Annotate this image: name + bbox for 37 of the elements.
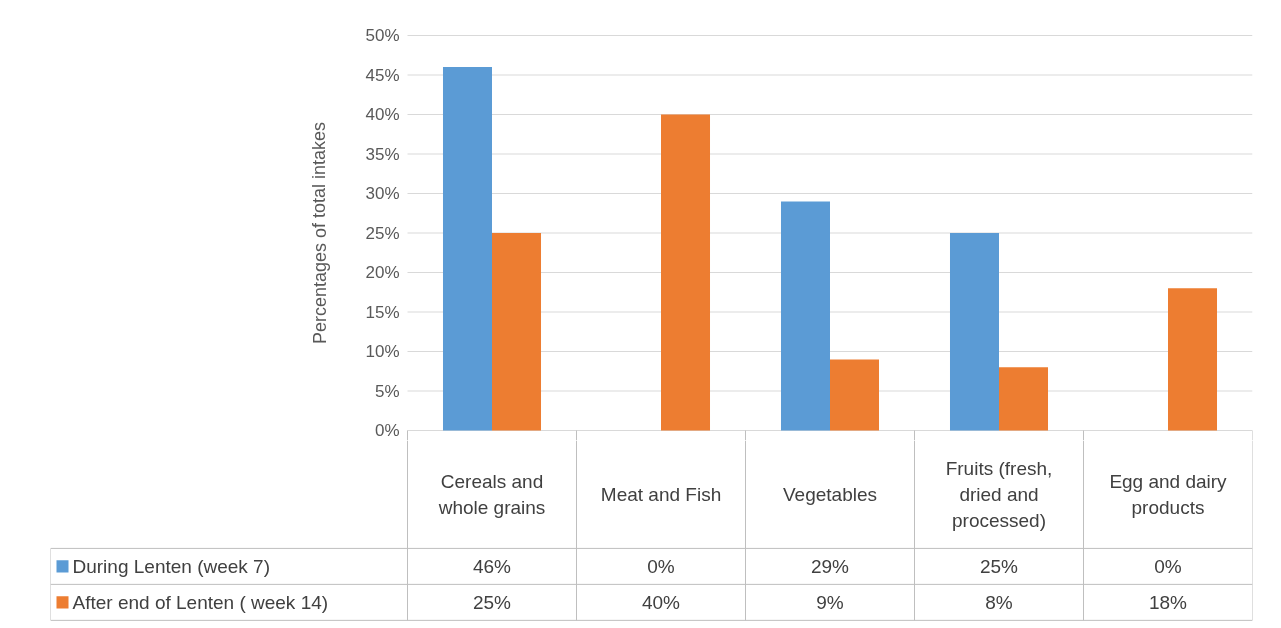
data-label: 25% — [979, 555, 1019, 577]
data-label: 8% — [985, 591, 1013, 613]
y-tick-label: 10% — [365, 342, 400, 361]
y-tick-label: 40% — [365, 105, 400, 124]
y-tick-label: 30% — [365, 184, 400, 203]
x-tick-label: Cereals and whole grains — [437, 470, 546, 519]
data-label: 9% — [816, 591, 844, 613]
y-tick-label: 35% — [365, 144, 400, 164]
data-label: 40% — [641, 591, 681, 613]
data-label: 29% — [810, 555, 850, 577]
bar — [780, 201, 830, 431]
x-tick-label: Egg and dairy products — [1109, 470, 1228, 519]
legend-label: After end of Lenten ( week 14) — [72, 591, 329, 613]
y-tick-label: 25% — [365, 223, 400, 243]
bar — [949, 233, 999, 431]
data-label: 0% — [1154, 555, 1182, 577]
y-tick-label: 20% — [365, 263, 400, 282]
x-tick-label: Meat and Fish — [600, 483, 722, 505]
legend-label: During Lenten (week 7) — [72, 555, 270, 577]
y-tick-label: 0% — [374, 421, 400, 440]
bar — [1168, 288, 1218, 431]
data-label: 46% — [472, 555, 512, 577]
x-tick-label: Fruits (fresh, dried and processed) — [945, 457, 1053, 532]
x-tick-label: Vegetables — [782, 483, 878, 505]
bar — [999, 367, 1049, 431]
y-tick-label: 5% — [374, 381, 400, 401]
y-tick-label: 45% — [365, 65, 400, 85]
data-label: 18% — [1148, 591, 1188, 613]
bar — [661, 114, 711, 431]
data-label: 0% — [647, 555, 675, 577]
bar — [492, 233, 542, 431]
bar — [442, 67, 492, 431]
bar — [830, 359, 880, 431]
y-tick-label: 50% — [365, 26, 400, 45]
y-tick-label: 15% — [365, 302, 400, 322]
data-label: 25% — [472, 591, 512, 613]
y-axis-title: Percentages of total intakes — [309, 121, 330, 345]
